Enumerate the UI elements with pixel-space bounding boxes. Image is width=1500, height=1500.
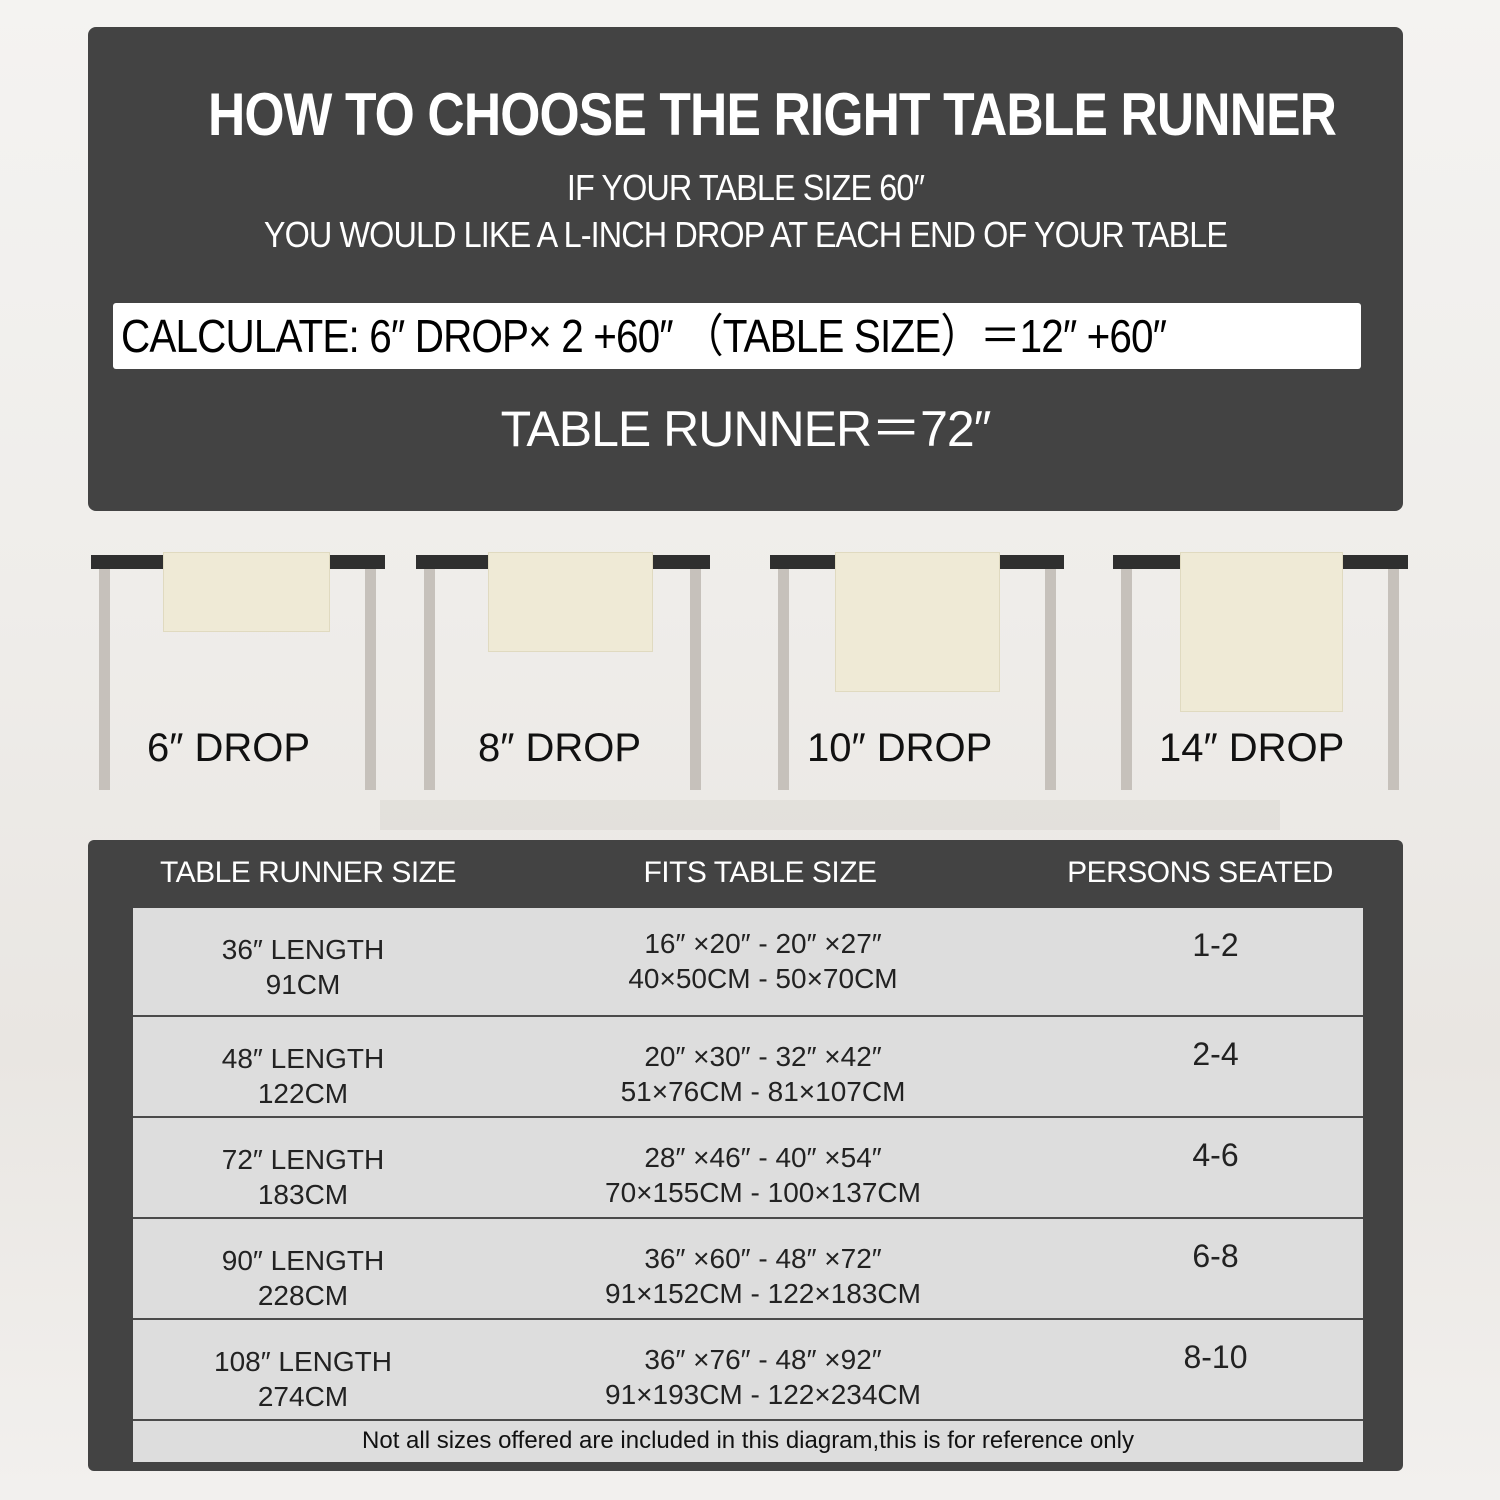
drop-illustration-10: 10″ DROP — [770, 552, 1070, 792]
page-title: HOW TO CHOOSE THE RIGHT TABLE RUNNER — [207, 81, 1337, 148]
length-cm: 274CM — [257, 1381, 349, 1412]
size-table: TABLE RUNNER SIZE FITS TABLE SIZE PERSON… — [88, 840, 1403, 1471]
table-row: 36″ LENGTH 91CM 16″ ×20″ - 20″ ×27″ 40×50C… — [133, 908, 1363, 1017]
drop-label: 8″ DROP — [478, 726, 642, 770]
runner-size-cell: 36″ LENGTH 91CM — [133, 932, 473, 1002]
table-row: 90″ LENGTH 228CM 36″ ×60″ - 48″ ×72″ 91×15… — [133, 1219, 1363, 1320]
calculation-text: CALCULATE: 6″ DROP× 2 +60″ （TABLE SIZE）＝… — [121, 310, 1167, 362]
runner-drop — [488, 552, 653, 652]
drop-illustration-8: 8″ DROP — [416, 552, 716, 792]
drop-label: 10″ DROP — [807, 726, 993, 770]
length-inches: 90″ LENGTH — [221, 1245, 385, 1276]
header-persons-seated: PERSONS SEATED — [1067, 856, 1333, 889]
fits-size-cell: 36″ ×60″ - 48″ ×72″ 91×152CM - 122×183CM — [513, 1241, 1013, 1311]
fit-cm: 70×155CM - 100×137CM — [605, 1177, 921, 1208]
fit-inches: 20″ ×30″ - 32″ ×42″ — [644, 1041, 882, 1072]
persons-seated-cell: 2-4 — [1192, 1036, 1239, 1072]
table-leg — [690, 569, 701, 790]
drop-label: 6″ DROP — [147, 726, 311, 770]
drop-illustration-6: 6″ DROP — [91, 552, 391, 792]
length-cm: 183CM — [257, 1179, 349, 1210]
table-leg — [365, 569, 376, 790]
calculation-box: CALCULATE: 6″ DROP× 2 +60″ （TABLE SIZE）＝… — [113, 303, 1361, 369]
fit-inches: 16″ ×20″ - 20″ ×27″ — [644, 928, 882, 959]
fits-size-cell: 36″ ×76″ - 48″ ×92″ 91×193CM - 122×234CM — [513, 1342, 1013, 1412]
runner-drop — [1180, 552, 1343, 712]
persons-seated-cell: 4-6 — [1192, 1137, 1239, 1173]
runner-drop — [835, 552, 1000, 692]
persons-seated-cell: 6-8 — [1192, 1238, 1239, 1274]
fit-cm: 91×152CM - 122×183CM — [605, 1278, 921, 1309]
length-inches: 72″ LENGTH — [221, 1144, 385, 1175]
runner-size-cell: 108″ LENGTH 274CM — [133, 1344, 473, 1414]
length-inches: 36″ LENGTH — [221, 934, 385, 965]
fit-cm: 91×193CM - 122×234CM — [605, 1379, 921, 1410]
table-leg — [424, 569, 435, 790]
background-photo — [380, 800, 1280, 830]
header-runner-size: TABLE RUNNER SIZE — [160, 856, 457, 889]
table-leg — [778, 569, 789, 790]
persons-seated-cell: 8-10 — [1183, 1339, 1248, 1375]
table-body: Not all sizes offered are included in th… — [133, 908, 1363, 1462]
drop-illustration-14: 14″ DROP — [1113, 552, 1413, 792]
table-top — [770, 555, 835, 569]
table-top — [91, 555, 163, 569]
fits-size-cell: 20″ ×30″ - 32″ ×42″ 51×76CM - 81×107CM — [513, 1039, 1013, 1109]
fit-cm: 51×76CM - 81×107CM — [620, 1076, 906, 1107]
table-top — [1343, 555, 1408, 569]
footnote: Not all sizes offered are included in th… — [362, 1427, 1134, 1454]
drop-label: 14″ DROP — [1159, 726, 1345, 770]
header-panel: HOW TO CHOOSE THE RIGHT TABLE RUNNER IF … — [88, 27, 1403, 511]
length-cm: 91CM — [265, 969, 341, 1000]
header-fits-table-size: FITS TABLE SIZE — [643, 856, 877, 889]
fits-size-cell: 28″ ×46″ - 40″ ×54″ 70×155CM - 100×137CM — [513, 1140, 1013, 1210]
table-leg — [1045, 569, 1056, 790]
persons-seated-cell: 1-2 — [1192, 927, 1239, 963]
result-text: TABLE RUNNER＝72″ — [500, 401, 992, 457]
length-inches: 108″ LENGTH — [214, 1346, 392, 1377]
table-leg — [1388, 569, 1399, 790]
table-top — [416, 555, 488, 569]
length-cm: 122CM — [257, 1078, 349, 1109]
table-leg — [1121, 569, 1132, 790]
table-top — [330, 555, 385, 569]
table-row: 108″ LENGTH 274CM 36″ ×76″ - 48″ ×92″ 91×1… — [133, 1320, 1363, 1421]
table-top — [1113, 555, 1180, 569]
runner-size-cell: 48″ LENGTH 122CM — [133, 1041, 473, 1111]
runner-drop — [163, 552, 330, 632]
length-inches: 48″ LENGTH — [221, 1043, 385, 1074]
table-top — [1000, 555, 1064, 569]
table-row: 72″ LENGTH 183CM 28″ ×46″ - 40″ ×54″ 70×15… — [133, 1118, 1363, 1219]
intro-line-1: IF YOUR TABLE SIZE 60″ — [566, 167, 925, 208]
fit-inches: 36″ ×60″ - 48″ ×72″ — [644, 1243, 882, 1274]
table-row: 48″ LENGTH 122CM 20″ ×30″ - 32″ ×42″ 51×76… — [133, 1017, 1363, 1118]
table-top — [653, 555, 710, 569]
fit-inches: 28″ ×46″ - 40″ ×54″ — [644, 1142, 882, 1173]
length-cm: 228CM — [257, 1280, 349, 1311]
intro-line-2: YOU WOULD LIKE A L-INCH DROP AT EACH END… — [263, 214, 1228, 255]
runner-size-cell: 90″ LENGTH 228CM — [133, 1243, 473, 1313]
fits-size-cell: 16″ ×20″ - 20″ ×27″ 40×50CM - 50×70CM — [513, 926, 1013, 996]
fit-cm: 40×50CM - 50×70CM — [628, 963, 898, 994]
fit-inches: 36″ ×76″ - 48″ ×92″ — [644, 1344, 882, 1375]
table-leg — [99, 569, 110, 790]
runner-size-cell: 72″ LENGTH 183CM — [133, 1142, 473, 1212]
